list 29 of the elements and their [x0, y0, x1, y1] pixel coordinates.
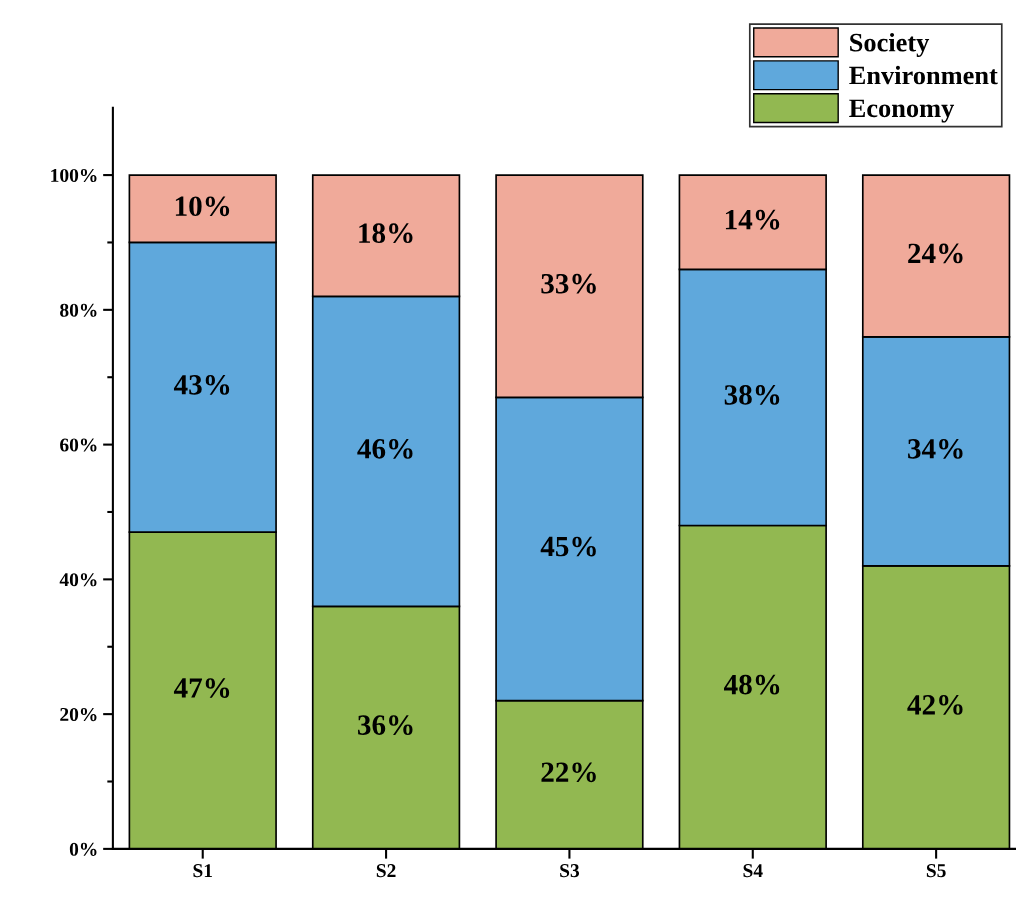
x-tick-label: S5 [926, 864, 946, 878]
data-label: 36% [358, 715, 413, 735]
y-tick-label: 0% [69, 842, 97, 856]
data-label: 24% [908, 243, 963, 264]
legend-label: Economy [849, 99, 955, 123]
data-label: 34% [908, 438, 963, 459]
y-tick-label: 100% [51, 168, 97, 183]
y-tick-label: 20% [60, 707, 97, 722]
data-label: 45% [540, 536, 596, 557]
y-tick-label: 80% [60, 303, 97, 317]
legend-label: Society [850, 32, 930, 57]
x-tick-label: S3 [560, 864, 580, 878]
data-label: 43% [173, 374, 230, 395]
data-label: 14% [725, 209, 780, 230]
data-label: 42% [907, 695, 963, 715]
data-label: 38% [724, 385, 780, 405]
legend-label: Environment [849, 65, 998, 85]
data-label: 22% [541, 762, 596, 783]
data-label: 10% [175, 196, 230, 217]
data-label: 18% [359, 223, 413, 244]
data-label: 48% [724, 674, 780, 695]
data-label: 33% [541, 273, 596, 294]
x-tick-label: S1 [193, 864, 212, 878]
x-tick-label: S4 [743, 864, 763, 878]
data-label: 47% [173, 678, 230, 698]
data-label: 46% [357, 438, 413, 459]
x-tick-label: S2 [376, 864, 396, 878]
y-tick-label: 40% [59, 573, 97, 587]
y-tick-label: 60% [60, 438, 97, 452]
